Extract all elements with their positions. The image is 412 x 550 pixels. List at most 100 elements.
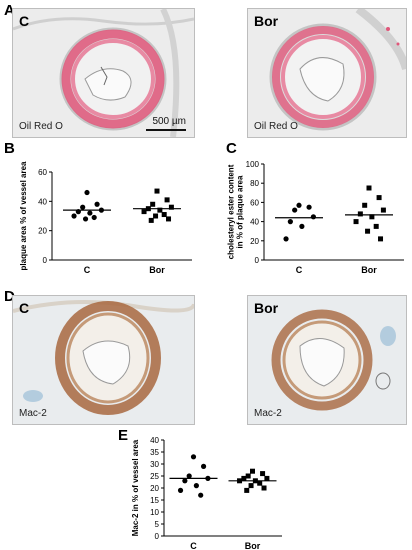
data-point <box>94 201 100 207</box>
data-point <box>244 487 250 493</box>
group-label-bor: Bor <box>254 300 279 316</box>
y-tick-label: 0 <box>43 256 48 265</box>
data-point <box>157 207 163 213</box>
data-point <box>153 213 159 219</box>
scale-bar <box>146 129 186 131</box>
data-point <box>91 214 97 221</box>
chart-svg: 0 5 10 15 20 25 30 35 40 Mac-2 in % of vessel are… <box>131 436 282 550</box>
y-axis-label: Mac-2 in % of vessel area <box>131 439 140 536</box>
x-tick-label: Bor <box>361 265 377 275</box>
group-label-control: C <box>19 300 30 316</box>
data-point <box>182 478 188 484</box>
y-tick-label: 40 <box>150 436 159 445</box>
chart-plaque-area: 0 20 40 60 plaque area % of vessel area C Bor <box>0 150 200 275</box>
data-point <box>310 214 316 220</box>
y-tick-label: 20 <box>150 484 159 493</box>
data-point <box>257 480 263 486</box>
y-tick-label: 10 <box>150 508 159 517</box>
data-point <box>154 188 160 194</box>
stain-label: Oil Red O <box>254 121 298 132</box>
oil-red-o-stain-image <box>13 9 194 137</box>
x-tick-label: C <box>84 265 91 275</box>
data-point <box>84 189 90 196</box>
y-tick-label: 5 <box>155 520 160 529</box>
data-point <box>287 219 293 225</box>
micrograph-d-control: C Mac-2 <box>12 295 195 425</box>
data-point <box>250 468 255 474</box>
data-point <box>161 212 167 218</box>
x-tick-label: Bor <box>245 541 261 550</box>
data-point <box>248 483 254 489</box>
data-point <box>264 475 270 481</box>
data-point <box>380 207 386 213</box>
chart-mac2-area: 0 5 10 15 20 25 30 35 40 Mac-2 in % of vessel are… <box>118 432 288 550</box>
data-point <box>198 492 204 498</box>
panel-letter-b: B <box>4 140 15 157</box>
data-point <box>299 223 305 229</box>
data-point <box>82 216 89 222</box>
panel-letter-a: A <box>4 2 15 19</box>
data-point <box>362 202 368 208</box>
y-tick-label: 0 <box>255 256 260 265</box>
y-tick-label: 80 <box>250 179 259 188</box>
data-point <box>148 217 154 223</box>
y-axis-label: in % of plaque area <box>236 175 245 248</box>
y-tick-label: 100 <box>246 160 260 169</box>
data-point <box>150 201 156 207</box>
data-point <box>366 185 372 191</box>
group-label-bor: Bor <box>254 13 279 29</box>
data-point <box>166 216 172 222</box>
stain-label: Mac-2 <box>19 408 47 419</box>
micrograph-a-control: C Oil Red O 500 µm <box>12 8 195 138</box>
chart-svg: 0 20 40 60 80 100 cholesteryl ester content in … <box>227 160 404 275</box>
x-tick-label: C <box>190 541 197 550</box>
y-tick-label: 25 <box>150 472 159 481</box>
scale-bar-label: 500 µm <box>152 116 186 127</box>
panel-letter-c: C <box>226 140 237 157</box>
data-point <box>200 463 207 469</box>
micrograph-d-bor: Bor Mac-2 <box>247 295 407 425</box>
y-tick-label: 40 <box>250 218 259 227</box>
data-point <box>261 485 267 491</box>
stain-label: Mac-2 <box>254 408 282 419</box>
y-tick-label: 60 <box>38 168 47 177</box>
y-tick-label: 20 <box>38 227 47 236</box>
data-point <box>260 471 266 477</box>
data-point <box>357 211 363 217</box>
x-tick-label: C <box>296 265 303 275</box>
mac2-stain-image <box>13 296 194 424</box>
data-point <box>306 204 312 210</box>
data-point <box>190 454 197 460</box>
data-point <box>378 236 384 242</box>
data-point <box>193 483 199 489</box>
data-point <box>141 209 147 215</box>
data-point <box>186 473 192 479</box>
data-point <box>283 236 289 242</box>
data-point <box>353 219 359 225</box>
panel-letter-e: E <box>118 427 129 444</box>
data-point <box>241 475 247 481</box>
stain-label: Oil Red O <box>19 121 63 132</box>
y-tick-label: 35 <box>150 448 159 457</box>
group-label-control: C <box>19 13 30 29</box>
data-point <box>292 207 298 213</box>
y-axis-label: plaque area % of vessel area <box>19 161 28 271</box>
data-point <box>164 197 170 203</box>
data-point <box>80 204 86 210</box>
y-tick-label: 40 <box>38 197 47 206</box>
chart-svg: 0 20 40 60 plaque area % of vessel area C Bor <box>19 161 192 275</box>
y-tick-label: 30 <box>150 460 159 469</box>
data-point <box>373 223 379 229</box>
y-tick-label: 60 <box>250 198 259 207</box>
data-point <box>369 214 375 220</box>
micrograph-a-bor: Bor Oil Red O <box>247 8 407 138</box>
data-point <box>177 487 184 493</box>
data-point <box>71 213 77 219</box>
mac2-stain-image <box>248 296 406 424</box>
x-tick-label: Bor <box>149 265 165 275</box>
data-point <box>168 204 174 210</box>
data-point <box>87 210 93 216</box>
y-tick-label: 0 <box>155 532 160 541</box>
y-tick-label: 15 <box>150 496 159 505</box>
data-point <box>365 228 371 234</box>
